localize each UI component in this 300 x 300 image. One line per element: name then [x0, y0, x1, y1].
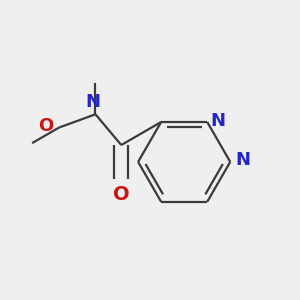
- Text: O: O: [113, 184, 130, 204]
- Text: N: N: [236, 152, 250, 169]
- Text: N: N: [85, 93, 100, 111]
- Text: O: O: [38, 117, 54, 135]
- Text: N: N: [210, 112, 225, 130]
